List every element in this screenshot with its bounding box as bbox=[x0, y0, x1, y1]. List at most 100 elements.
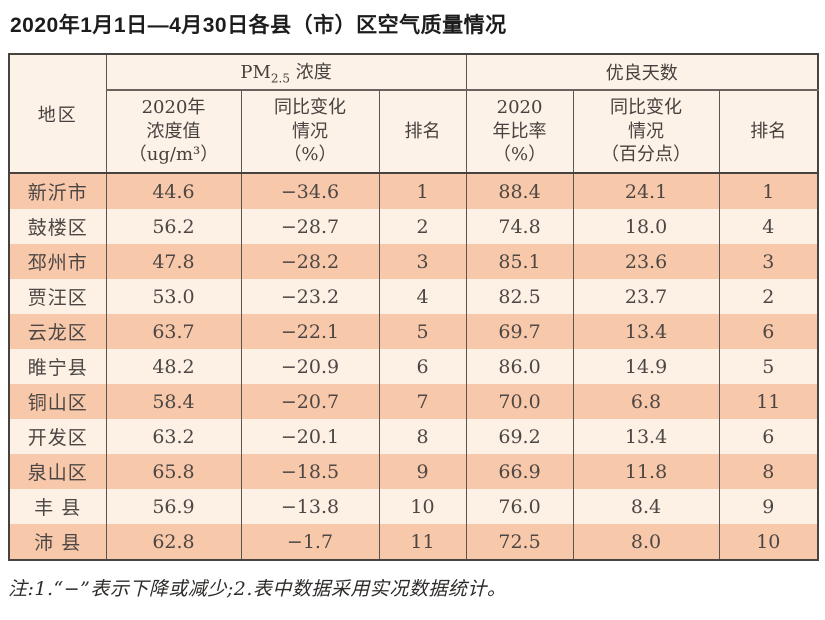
cell-region: 邳州市 bbox=[8, 244, 107, 279]
cell-region: 沛 县 bbox=[8, 524, 107, 560]
cell-pm25-rank: 7 bbox=[378, 384, 467, 419]
page-title: 2020年1月1日—4月30日各县（市）区空气质量情况 bbox=[10, 14, 507, 37]
header-group-pm25: PM2.5 浓度 bbox=[105, 54, 467, 91]
cell-gooddays-ratio: 69.7 bbox=[465, 314, 574, 349]
cell-pm25-rank: 1 bbox=[378, 173, 467, 209]
table-header: 地区 PM2.5 浓度 优良天数 2020年 浓度值 （ug/m³） 同比变化 … bbox=[8, 54, 819, 174]
cell-pm25-rank: 3 bbox=[378, 244, 467, 279]
cell-pm25-change: −23.2 bbox=[240, 279, 380, 314]
header-gooddays-ratio: 2020 年比率 （%） bbox=[465, 90, 574, 174]
header-group-good-days: 优良天数 bbox=[465, 54, 819, 91]
cell-gooddays-change: 24.1 bbox=[572, 173, 720, 209]
cell-region: 新沂市 bbox=[8, 173, 107, 209]
cell-gooddays-rank: 9 bbox=[718, 489, 819, 524]
table-row: 新沂市 44.6 −34.6 1 88.4 24.1 1 bbox=[8, 173, 819, 209]
cell-pm25-change: −20.9 bbox=[240, 349, 380, 384]
cell-pm25-rank: 5 bbox=[378, 314, 467, 349]
header-pm25-change: 同比变化 情况 （%） bbox=[240, 90, 380, 174]
cell-pm25-value: 56.9 bbox=[105, 489, 242, 524]
cell-pm25-change: −20.1 bbox=[240, 419, 380, 454]
cell-gooddays-ratio: 86.0 bbox=[465, 349, 574, 384]
cell-gooddays-ratio: 88.4 bbox=[465, 173, 574, 209]
header-group-row: 地区 PM2.5 浓度 优良天数 bbox=[8, 54, 819, 174]
cell-gooddays-ratio: 74.8 bbox=[465, 209, 574, 244]
cell-gooddays-ratio: 72.5 bbox=[465, 524, 574, 560]
cell-pm25-value: 53.0 bbox=[105, 279, 242, 314]
cell-gooddays-rank: 1 bbox=[718, 173, 819, 209]
table-row: 开发区 63.2 −20.1 8 69.2 13.4 6 bbox=[8, 419, 819, 454]
table-row: 沛 县 62.8 −1.7 11 72.5 8.0 10 bbox=[8, 524, 819, 560]
cell-region: 开发区 bbox=[8, 419, 107, 454]
pm25-label-prefix: PM bbox=[240, 62, 271, 84]
cell-gooddays-rank: 3 bbox=[718, 244, 819, 279]
cell-gooddays-change: 13.4 bbox=[572, 419, 720, 454]
cell-gooddays-ratio: 85.1 bbox=[465, 244, 574, 279]
cell-pm25-value: 65.8 bbox=[105, 454, 242, 489]
cell-pm25-value: 62.8 bbox=[105, 524, 242, 560]
cell-gooddays-rank: 6 bbox=[718, 419, 819, 454]
cell-gooddays-rank: 2 bbox=[718, 279, 819, 314]
cell-pm25-rank: 4 bbox=[378, 279, 467, 314]
cell-gooddays-rank: 6 bbox=[718, 314, 819, 349]
table-row: 铜山区 58.4 −20.7 7 70.0 6.8 11 bbox=[8, 384, 819, 419]
cell-gooddays-change: 13.4 bbox=[572, 314, 720, 349]
header-region: 地区 bbox=[8, 54, 107, 174]
table-row: 鼓楼区 56.2 −28.7 2 74.8 18.0 4 bbox=[8, 209, 819, 244]
cell-pm25-rank: 10 bbox=[378, 489, 467, 524]
cell-gooddays-ratio: 76.0 bbox=[465, 489, 574, 524]
cell-gooddays-rank: 10 bbox=[718, 524, 819, 560]
cell-region: 铜山区 bbox=[8, 384, 107, 419]
table-row: 泉山区 65.8 −18.5 9 66.9 11.8 8 bbox=[8, 454, 819, 489]
header-pm25-rank: 排名 bbox=[378, 90, 467, 174]
cell-pm25-value: 44.6 bbox=[105, 173, 242, 209]
cell-gooddays-ratio: 82.5 bbox=[465, 279, 574, 314]
table-row: 邳州市 47.8 −28.2 3 85.1 23.6 3 bbox=[8, 244, 819, 279]
cell-pm25-value: 63.7 bbox=[105, 314, 242, 349]
cell-pm25-change: −28.2 bbox=[240, 244, 380, 279]
cell-region: 贾汪区 bbox=[8, 279, 107, 314]
cell-pm25-rank: 8 bbox=[378, 419, 467, 454]
cell-region: 鼓楼区 bbox=[8, 209, 107, 244]
pm25-label-suffix: 浓度 bbox=[289, 62, 332, 84]
cell-pm25-rank: 6 bbox=[378, 349, 467, 384]
header-gooddays-change: 同比变化 情况 （百分点） bbox=[572, 90, 720, 174]
cell-gooddays-change: 6.8 bbox=[572, 384, 720, 419]
cell-gooddays-ratio: 69.2 bbox=[465, 419, 574, 454]
cell-pm25-value: 48.2 bbox=[105, 349, 242, 384]
cell-pm25-value: 63.2 bbox=[105, 419, 242, 454]
cell-pm25-value: 58.4 bbox=[105, 384, 242, 419]
cell-pm25-rank: 9 bbox=[378, 454, 467, 489]
header-sub-row: 2020年 浓度值 （ug/m³） 同比变化 情况 （%） 排名 2020 年比… bbox=[9, 90, 819, 174]
cell-pm25-change: −22.1 bbox=[240, 314, 380, 349]
cell-region: 睢宁县 bbox=[8, 349, 107, 384]
cell-pm25-change: −20.7 bbox=[240, 384, 380, 419]
cell-region: 丰 县 bbox=[8, 489, 107, 524]
cell-gooddays-change: 14.9 bbox=[572, 349, 720, 384]
cell-pm25-change: −28.7 bbox=[240, 209, 380, 244]
footnote: 注:1.“−”表示下降或减少;2.表中数据采用实况数据统计。 bbox=[8, 578, 507, 600]
cell-region: 云龙区 bbox=[8, 314, 107, 349]
cell-gooddays-rank: 11 bbox=[718, 384, 819, 419]
cell-gooddays-change: 23.6 bbox=[572, 244, 720, 279]
header-pm25-concentration: 2020年 浓度值 （ug/m³） bbox=[105, 90, 242, 174]
pm25-label-subscript: 2.5 bbox=[270, 71, 290, 86]
cell-gooddays-rank: 8 bbox=[718, 454, 819, 489]
cell-gooddays-change: 8.4 bbox=[572, 489, 720, 524]
table-row: 云龙区 63.7 −22.1 5 69.7 13.4 6 bbox=[8, 314, 819, 349]
cell-gooddays-change: 23.7 bbox=[572, 279, 720, 314]
cell-pm25-rank: 2 bbox=[378, 209, 467, 244]
cell-pm25-change: −1.7 bbox=[240, 524, 380, 560]
cell-pm25-change: −18.5 bbox=[240, 454, 380, 489]
cell-gooddays-rank: 4 bbox=[718, 209, 819, 244]
table-body: 新沂市 44.6 −34.6 1 88.4 24.1 1 鼓楼区 56.2 −28.7 2 74.8 1… bbox=[8, 173, 819, 560]
cell-gooddays-rank: 5 bbox=[718, 349, 819, 384]
cell-gooddays-ratio: 66.9 bbox=[465, 454, 574, 489]
cell-pm25-value: 47.8 bbox=[105, 244, 242, 279]
header-gooddays-rank: 排名 bbox=[718, 90, 819, 174]
cell-pm25-change: −34.6 bbox=[240, 173, 380, 209]
cell-gooddays-ratio: 70.0 bbox=[465, 384, 574, 419]
cell-pm25-value: 56.2 bbox=[105, 209, 242, 244]
table-row: 睢宁县 48.2 −20.9 6 86.0 14.9 5 bbox=[8, 349, 819, 384]
cell-gooddays-change: 18.0 bbox=[572, 209, 720, 244]
